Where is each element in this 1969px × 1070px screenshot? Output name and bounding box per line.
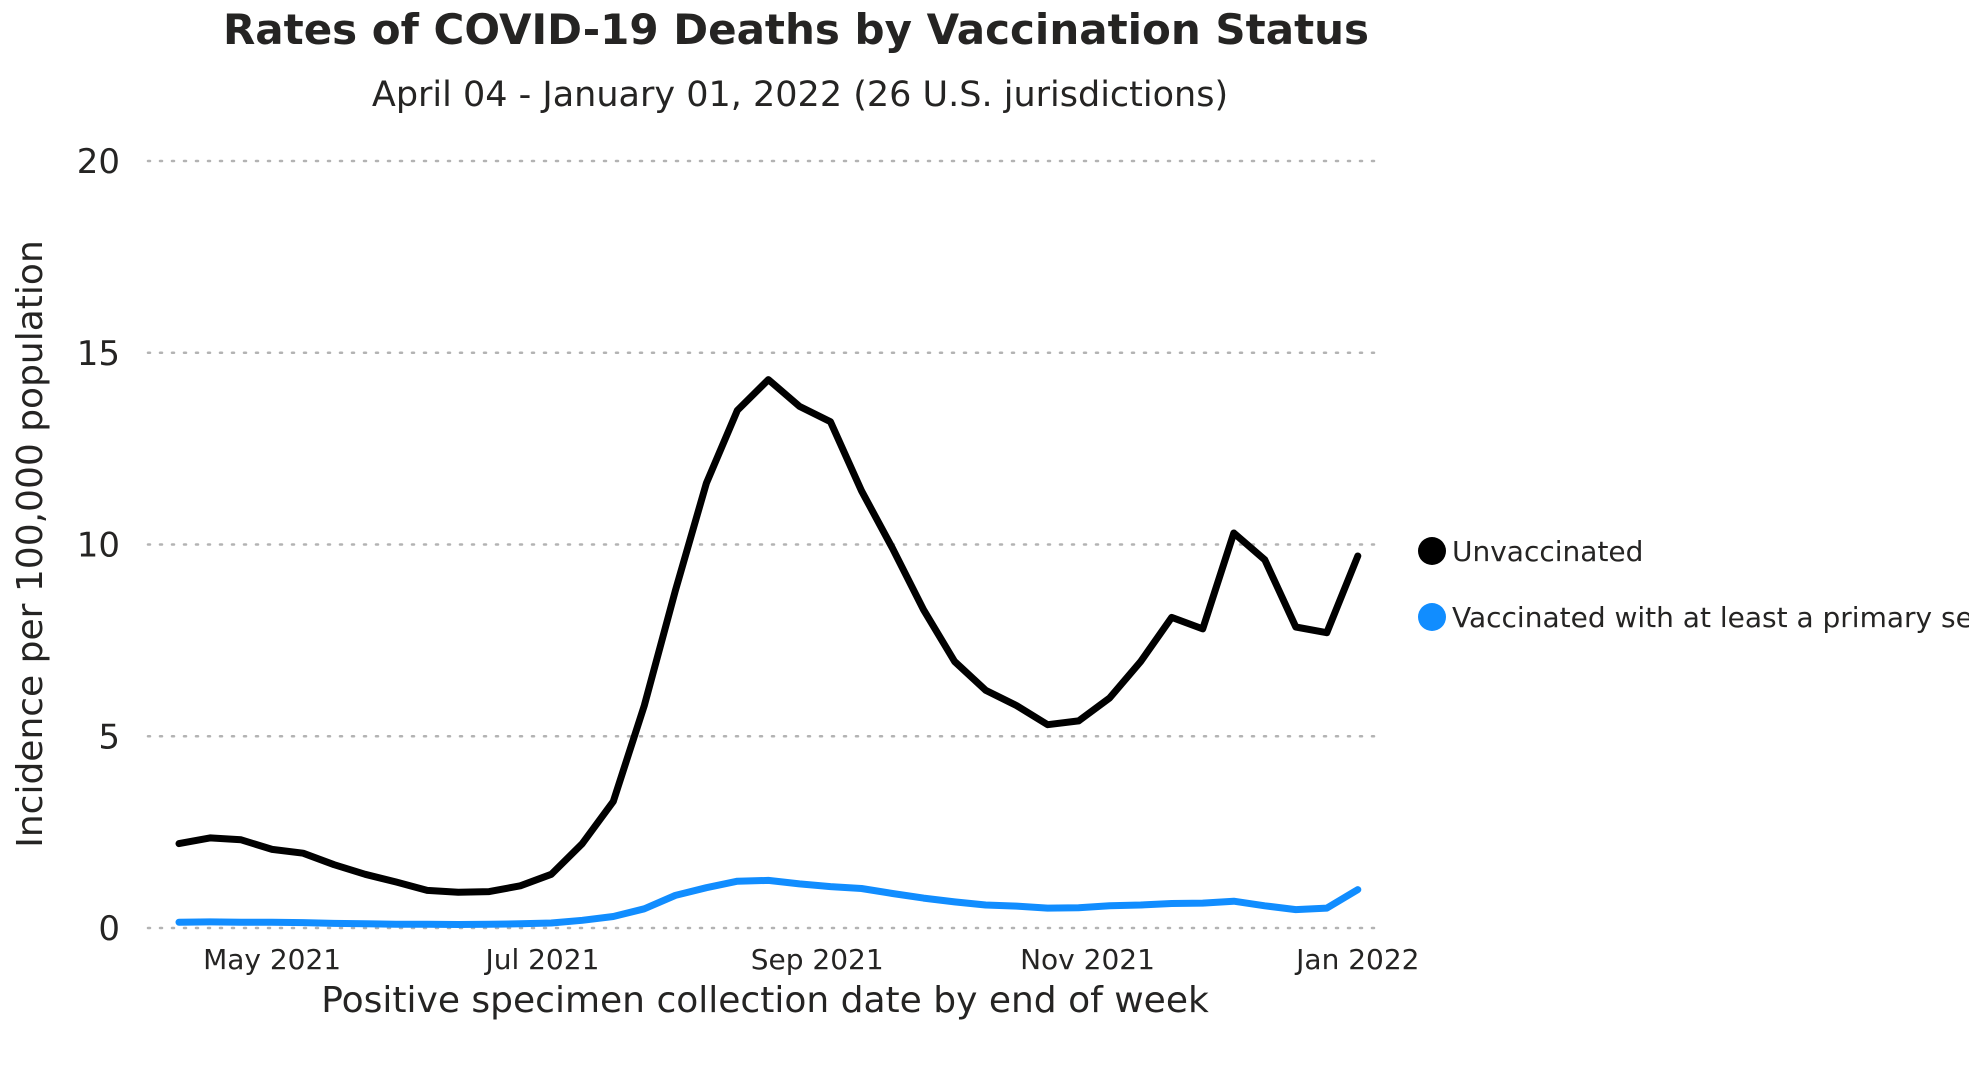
x-axis-ticks: May 2021 Jul 2021 Sep 2021 Nov 2021 Jan 2022 xyxy=(203,943,1419,976)
y-tick-label: 5 xyxy=(98,717,120,757)
y-axis-ticks: 0 5 10 15 20 xyxy=(77,142,120,949)
y-tick-label: 0 xyxy=(98,909,120,949)
legend-item[interactable]: Unvaccinated xyxy=(1418,535,1643,568)
x-tick-label: Jan 2022 xyxy=(1294,943,1419,976)
x-tick-label: Sep 2021 xyxy=(751,943,884,976)
chart-title: Rates of COVID-19 Deaths by Vaccination … xyxy=(223,5,1369,54)
legend[interactable]: Unvaccinated Vaccinated with at least a p… xyxy=(1418,535,1969,634)
y-tick-label: 20 xyxy=(77,142,120,182)
legend-marker-icon xyxy=(1418,537,1446,565)
gridlines xyxy=(146,159,1382,930)
plot-area xyxy=(175,376,1362,928)
legend-marker-icon xyxy=(1418,603,1446,631)
x-tick-label: Jul 2021 xyxy=(483,943,599,976)
series-line-unvaccinated xyxy=(175,376,1362,896)
y-axis-label: Incidence per 100,000 population xyxy=(10,240,51,848)
legend-label: Unvaccinated xyxy=(1452,535,1643,568)
legend-label: Vaccinated with at least a primary seri.… xyxy=(1452,601,1969,634)
legend-item[interactable]: Vaccinated with at least a primary seri.… xyxy=(1418,601,1969,634)
x-tick-label: May 2021 xyxy=(203,943,341,976)
x-axis-label: Positive specimen collection date by end… xyxy=(321,980,1209,1021)
y-tick-label: 10 xyxy=(77,526,120,566)
series-line-vaccinated-with-at-least-a-primary-seri xyxy=(175,876,1362,928)
y-tick-label: 15 xyxy=(77,334,120,374)
chart-subtitle: April 04 - January 01, 2022 (26 U.S. jur… xyxy=(372,75,1228,115)
x-tick-label: Nov 2021 xyxy=(1020,943,1155,976)
